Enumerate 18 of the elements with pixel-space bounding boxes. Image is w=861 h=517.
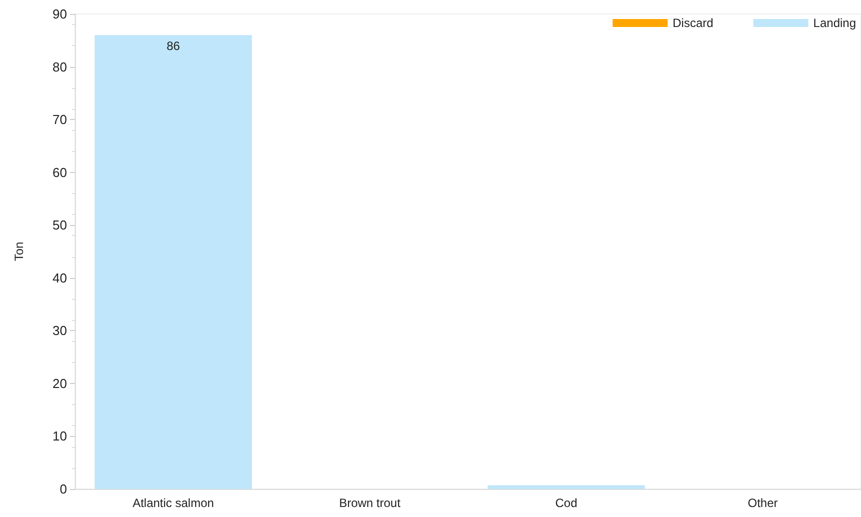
x-tick-label: Atlantic salmon bbox=[132, 496, 214, 510]
x-tick-label: Brown trout bbox=[339, 496, 402, 510]
y-tick-label: 90 bbox=[52, 6, 67, 22]
y-tick-label: 0 bbox=[60, 482, 67, 496]
y-tick-label: 50 bbox=[52, 218, 67, 233]
legend-label: Discard bbox=[672, 16, 714, 30]
legend-label: Landing bbox=[813, 16, 856, 30]
y-tick-label: 40 bbox=[52, 270, 67, 286]
y-tick-label: 30 bbox=[52, 323, 67, 338]
x-tick-label: Other bbox=[748, 496, 778, 510]
data-label: 86 bbox=[166, 39, 180, 54]
y-axis-title: Ton bbox=[12, 242, 26, 262]
y-tick-label: 60 bbox=[52, 164, 67, 180]
y-tick-label: 80 bbox=[52, 59, 67, 74]
y-tick-label: 70 bbox=[52, 112, 67, 128]
y-tick-label: 10 bbox=[52, 428, 67, 444]
x-tick-label: Cod bbox=[555, 496, 578, 510]
y-tick-label: 20 bbox=[52, 376, 67, 391]
